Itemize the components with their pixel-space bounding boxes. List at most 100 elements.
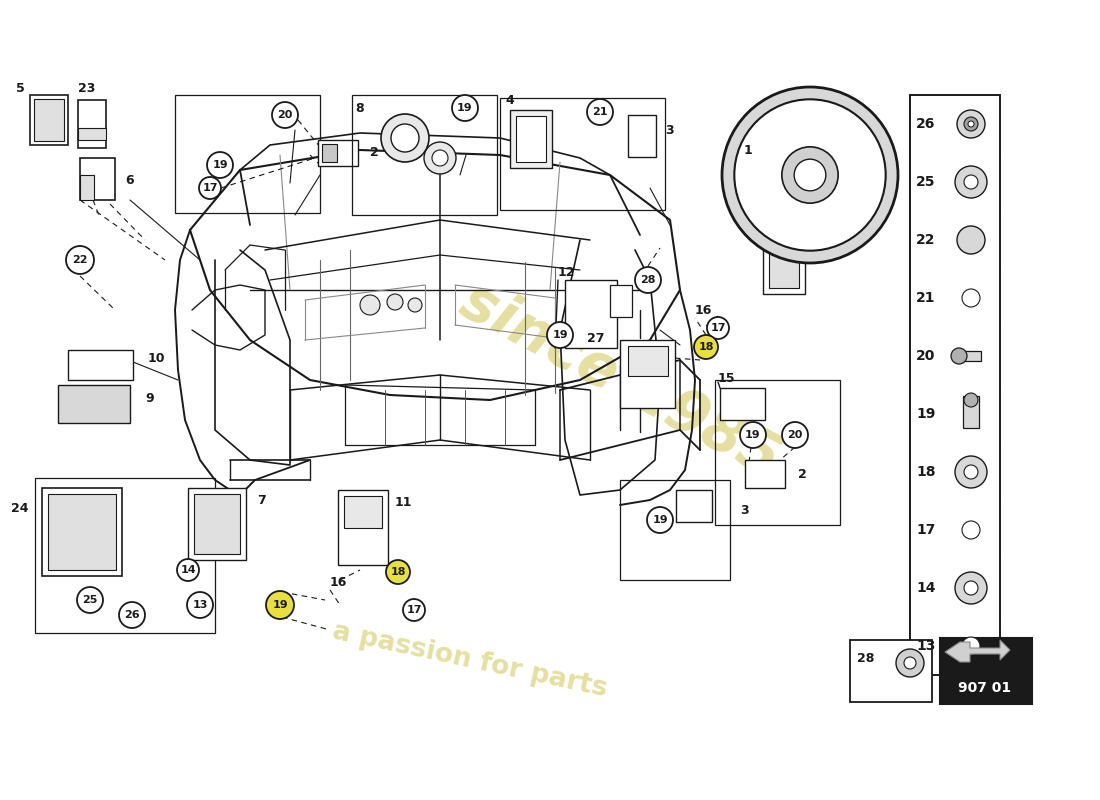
Text: 28: 28: [640, 275, 656, 285]
Circle shape: [964, 393, 978, 407]
Circle shape: [403, 599, 425, 621]
Circle shape: [587, 99, 613, 125]
Bar: [188, 488, 246, 560]
Text: since 1985: since 1985: [451, 272, 790, 488]
Bar: [720, 388, 764, 420]
Circle shape: [177, 559, 199, 581]
Circle shape: [968, 121, 974, 127]
Text: 18: 18: [698, 342, 714, 352]
Bar: [610, 285, 632, 317]
Text: 25: 25: [916, 175, 936, 189]
Circle shape: [266, 591, 294, 619]
Circle shape: [119, 602, 145, 628]
Text: a passion for parts: a passion for parts: [330, 618, 609, 702]
Text: 21: 21: [916, 291, 936, 305]
Circle shape: [272, 102, 298, 128]
Bar: [745, 460, 785, 488]
Circle shape: [694, 335, 718, 359]
Text: 2: 2: [798, 469, 806, 482]
Text: 18: 18: [916, 465, 936, 479]
Circle shape: [955, 572, 987, 604]
Text: 14: 14: [180, 565, 196, 575]
Text: 16: 16: [330, 575, 348, 589]
Text: 2: 2: [370, 146, 378, 158]
Text: 17: 17: [711, 323, 726, 333]
Circle shape: [390, 124, 419, 152]
Circle shape: [964, 175, 978, 189]
Bar: [510, 110, 552, 168]
Polygon shape: [945, 640, 1010, 662]
Circle shape: [794, 159, 826, 191]
Bar: [676, 490, 712, 522]
Text: 907 01: 907 01: [958, 681, 1012, 695]
Text: 16: 16: [695, 303, 713, 317]
Text: 9: 9: [145, 391, 154, 405]
Bar: [962, 396, 979, 428]
Text: 13: 13: [192, 600, 208, 610]
Bar: [628, 115, 656, 157]
Circle shape: [782, 422, 808, 448]
Text: 13: 13: [916, 639, 936, 653]
Bar: [763, 238, 805, 294]
Bar: [338, 490, 388, 565]
Bar: [769, 244, 799, 288]
Bar: [42, 488, 122, 576]
Text: 15: 15: [718, 371, 736, 385]
Text: 20: 20: [788, 430, 803, 440]
Text: 22: 22: [916, 233, 936, 247]
Circle shape: [187, 592, 213, 618]
Bar: [194, 494, 240, 554]
Bar: [953, 351, 981, 361]
Bar: [940, 638, 1032, 704]
Text: 19: 19: [652, 515, 668, 525]
Bar: [500, 98, 666, 210]
Text: 26: 26: [916, 117, 936, 131]
Circle shape: [957, 110, 984, 138]
Circle shape: [952, 348, 967, 364]
Text: 21: 21: [592, 107, 607, 117]
Bar: [58, 385, 130, 423]
Text: 11: 11: [395, 495, 412, 509]
Bar: [78, 100, 106, 148]
Circle shape: [735, 99, 886, 250]
Text: 5: 5: [16, 82, 25, 94]
Text: 3: 3: [666, 123, 673, 137]
Text: 17: 17: [202, 183, 218, 193]
Text: 19: 19: [552, 330, 568, 340]
Text: 1: 1: [744, 143, 752, 157]
Circle shape: [207, 152, 233, 178]
Text: 12: 12: [558, 266, 575, 279]
Bar: [318, 140, 358, 166]
Text: 7: 7: [257, 494, 266, 506]
Text: 17: 17: [406, 605, 421, 615]
Bar: [80, 175, 94, 200]
Text: 10: 10: [148, 351, 165, 365]
Text: 19: 19: [916, 407, 936, 421]
Text: 23: 23: [78, 82, 96, 94]
Text: 19: 19: [272, 600, 288, 610]
Text: 19: 19: [212, 160, 228, 170]
Circle shape: [199, 177, 221, 199]
Circle shape: [962, 521, 980, 539]
Bar: [48, 494, 116, 570]
Text: 20: 20: [277, 110, 293, 120]
Text: 24: 24: [11, 502, 28, 514]
Circle shape: [722, 87, 898, 263]
Text: 8: 8: [355, 102, 364, 114]
Bar: [35, 478, 214, 633]
Text: 25: 25: [82, 595, 98, 605]
Text: 3: 3: [740, 503, 749, 517]
Circle shape: [635, 267, 661, 293]
Circle shape: [360, 295, 379, 315]
Circle shape: [782, 147, 838, 203]
Circle shape: [432, 150, 448, 166]
Bar: [322, 144, 337, 162]
Circle shape: [904, 657, 916, 669]
Circle shape: [964, 117, 978, 131]
Circle shape: [964, 465, 978, 479]
Text: 18: 18: [390, 567, 406, 577]
Bar: [628, 346, 668, 376]
Circle shape: [452, 95, 478, 121]
Text: 28: 28: [857, 651, 874, 665]
Text: 19: 19: [458, 103, 473, 113]
